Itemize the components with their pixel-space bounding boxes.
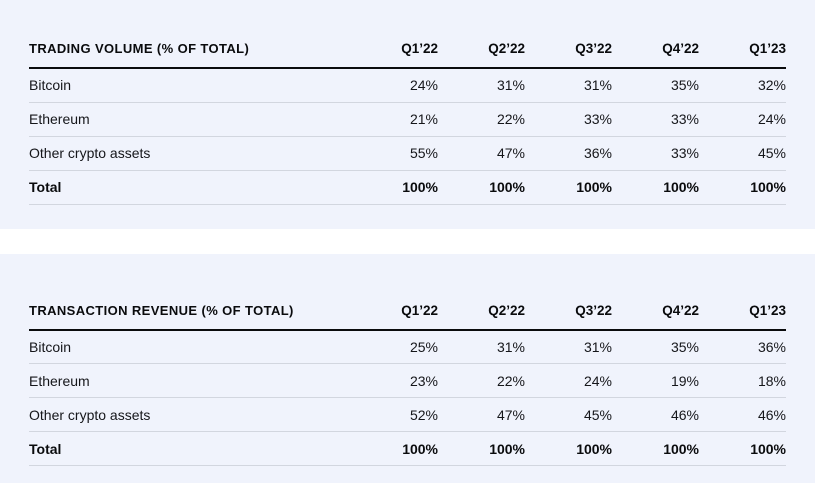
table-row: Bitcoin 25% 31% 31% 35% 36%	[29, 329, 786, 364]
cell-value-1: 31%	[438, 329, 525, 364]
cell-value-2: 31%	[525, 68, 612, 103]
table-row: Other crypto assets 52% 47% 45% 46% 46%	[29, 397, 786, 432]
cell-value-0: 24%	[351, 68, 438, 103]
trading-volume-table: TRADING VOLUME (% OF TOTAL) Q1’22 Q2’22 Q3’…	[29, 30, 786, 205]
table-title: TRANSACTION REVENUE (% OF TOTAL)	[29, 291, 351, 331]
cell-value-1: 22%	[438, 363, 525, 398]
cell-value-2: 31%	[525, 329, 612, 364]
cell-value-0: 25%	[351, 329, 438, 364]
cell-value-1: 47%	[438, 136, 525, 171]
cell-value-3: 35%	[612, 329, 699, 364]
cell-value-0: 100%	[351, 170, 438, 205]
header-row: TRANSACTION REVENUE (% OF TOTAL) Q1’22 Q2’…	[29, 291, 786, 331]
column-header-4: Q1’23	[699, 291, 786, 331]
table-title: TRADING VOLUME (% OF TOTAL)	[29, 30, 351, 69]
row-label: Other crypto assets	[29, 136, 351, 171]
table-row: Other crypto assets 55% 47% 36% 33% 45%	[29, 136, 786, 171]
cell-value-3: 33%	[612, 136, 699, 171]
cell-value-1: 100%	[438, 431, 525, 466]
cell-value-3: 33%	[612, 102, 699, 137]
column-header-0: Q1’22	[351, 30, 438, 69]
table-row: Total 100% 100% 100% 100% 100%	[29, 170, 786, 205]
column-header-4: Q1’23	[699, 30, 786, 69]
transaction-revenue-table: TRANSACTION REVENUE (% OF TOTAL) Q1’22 Q2’…	[29, 291, 786, 466]
cell-value-2: 45%	[525, 397, 612, 432]
cell-value-4: 32%	[699, 68, 786, 103]
cell-value-4: 24%	[699, 102, 786, 137]
row-label: Ethereum	[29, 102, 351, 137]
cell-value-0: 55%	[351, 136, 438, 171]
cell-value-1: 47%	[438, 397, 525, 432]
cell-value-4: 45%	[699, 136, 786, 171]
table-row: Ethereum 21% 22% 33% 33% 24%	[29, 102, 786, 137]
cell-value-3: 100%	[612, 170, 699, 205]
cell-value-0: 52%	[351, 397, 438, 432]
cell-value-4: 100%	[699, 170, 786, 205]
cell-value-1: 22%	[438, 102, 525, 137]
trading-volume-section: TRADING VOLUME (% OF TOTAL) Q1’22 Q2’22 Q3’…	[0, 0, 815, 229]
cell-value-0: 100%	[351, 431, 438, 466]
row-label: Total	[29, 431, 351, 466]
cell-value-2: 33%	[525, 102, 612, 137]
cell-value-3: 35%	[612, 68, 699, 103]
cell-value-2: 100%	[525, 170, 612, 205]
cell-value-1: 31%	[438, 68, 525, 103]
column-header-1: Q2’22	[438, 291, 525, 331]
cell-value-3: 46%	[612, 397, 699, 432]
cell-value-4: 46%	[699, 397, 786, 432]
cell-value-4: 36%	[699, 329, 786, 364]
cell-value-4: 100%	[699, 431, 786, 466]
transaction-revenue-section: TRANSACTION REVENUE (% OF TOTAL) Q1’22 Q2’…	[0, 253, 815, 483]
table-row: Bitcoin 24% 31% 31% 35% 32%	[29, 68, 786, 103]
column-header-3: Q4’22	[612, 30, 699, 69]
cell-value-2: 36%	[525, 136, 612, 171]
table-row: Total 100% 100% 100% 100% 100%	[29, 431, 786, 466]
cell-value-1: 100%	[438, 170, 525, 205]
row-label: Total	[29, 170, 351, 205]
column-header-0: Q1’22	[351, 291, 438, 331]
column-header-1: Q2’22	[438, 30, 525, 69]
cell-value-2: 100%	[525, 431, 612, 466]
row-label: Bitcoin	[29, 329, 351, 364]
table-row: Ethereum 23% 22% 24% 19% 18%	[29, 363, 786, 398]
row-label: Ethereum	[29, 363, 351, 398]
row-label: Other crypto assets	[29, 397, 351, 432]
cell-value-3: 100%	[612, 431, 699, 466]
row-label: Bitcoin	[29, 68, 351, 103]
cell-value-3: 19%	[612, 363, 699, 398]
cell-value-4: 18%	[699, 363, 786, 398]
cell-value-0: 21%	[351, 102, 438, 137]
cell-value-2: 24%	[525, 363, 612, 398]
column-header-2: Q3’22	[525, 291, 612, 331]
column-header-2: Q3’22	[525, 30, 612, 69]
cell-value-0: 23%	[351, 363, 438, 398]
column-header-3: Q4’22	[612, 291, 699, 331]
header-row: TRADING VOLUME (% OF TOTAL) Q1’22 Q2’22 Q3’…	[29, 30, 786, 69]
